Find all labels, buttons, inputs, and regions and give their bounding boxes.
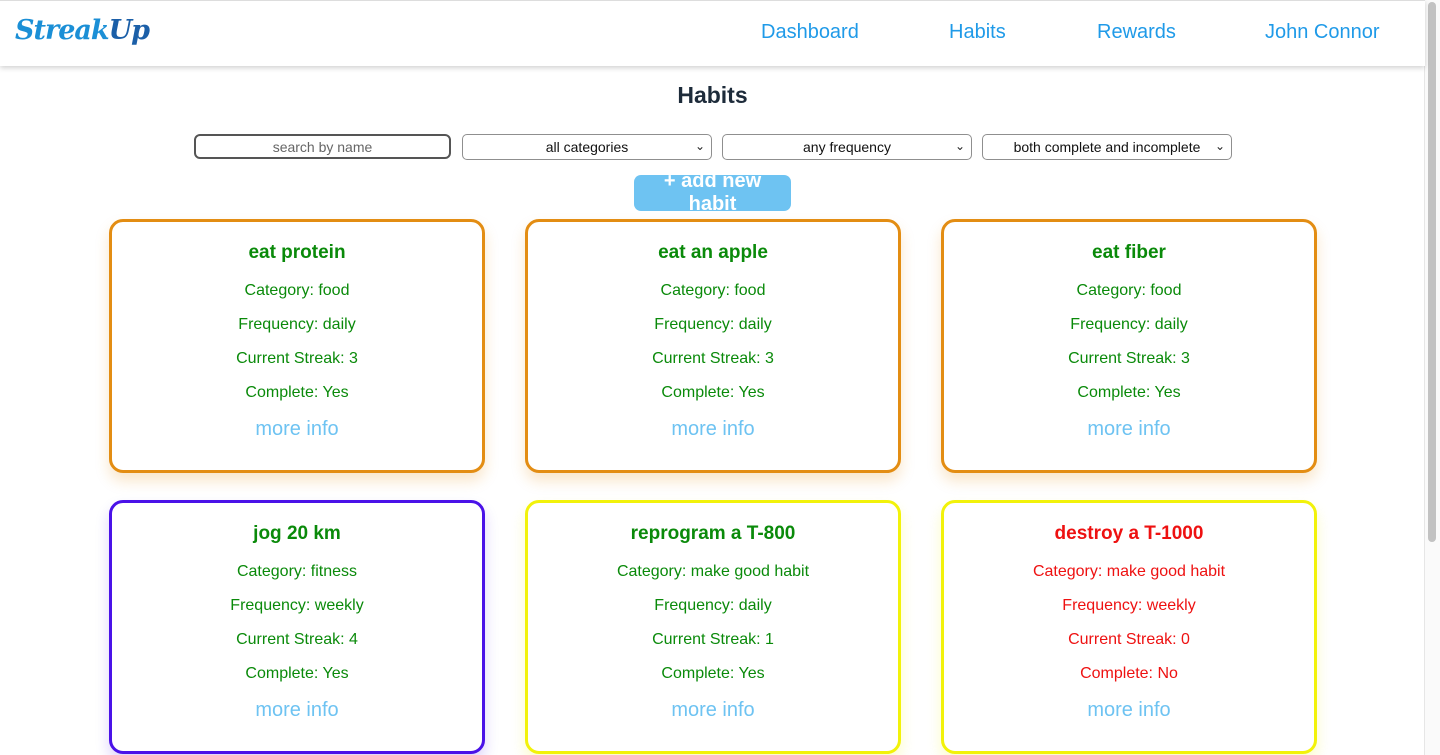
completion-status-select[interactable]: both complete and incomplete ⌄ (982, 134, 1232, 160)
frequency-select-value: any frequency (803, 139, 891, 155)
frequency-select[interactable]: any frequency ⌄ (722, 134, 972, 160)
habit-card: reprogram a T-800 Category: make good ha… (525, 500, 901, 754)
habit-streak: Current Streak: 0 (1068, 631, 1190, 648)
more-info-link[interactable]: more info (1087, 699, 1171, 721)
chevron-down-icon: ⌄ (694, 139, 705, 153)
habit-category: Category: food (244, 282, 350, 299)
add-new-habit-button[interactable]: + add new habit (634, 170, 791, 215)
habit-frequency: Frequency: weekly (1062, 597, 1196, 614)
filter-bar: all categories ⌄ any frequency ⌄ both co… (0, 134, 1425, 160)
habit-streak: Current Streak: 4 (236, 631, 358, 648)
habit-category: Category: make good habit (1032, 563, 1226, 580)
more-info-link[interactable]: more info (255, 699, 339, 721)
habit-streak: Current Streak: 1 (652, 631, 774, 648)
nav-link-rewards[interactable]: Rewards (1097, 21, 1176, 43)
habit-frequency: Frequency: daily (654, 316, 772, 333)
habit-complete-status: Complete: Yes (661, 384, 765, 401)
habit-category: Category: fitness (236, 563, 358, 580)
habit-name: eat fiber (1092, 242, 1166, 263)
page-title: Habits (677, 82, 748, 108)
habit-streak: Current Streak: 3 (652, 350, 774, 367)
habit-complete-status: Complete: Yes (1077, 384, 1181, 401)
habit-frequency: Frequency: daily (238, 316, 356, 333)
habit-frequency: Frequency: weekly (230, 597, 364, 614)
habit-frequency: Frequency: daily (654, 597, 772, 614)
completion-status-select-value: both complete and incomplete (1013, 139, 1201, 155)
habit-name: jog 20 km (253, 523, 341, 544)
habit-streak: Current Streak: 3 (236, 350, 358, 367)
scrollbar-thumb[interactable] (1428, 2, 1436, 542)
search-input[interactable] (194, 134, 451, 159)
chevron-down-icon: ⌄ (1214, 139, 1225, 153)
habit-card: eat an apple Category: food Frequency: d… (525, 219, 901, 473)
habit-complete-status: Complete: Yes (245, 384, 349, 401)
nav-link-dashboard[interactable]: Dashboard (761, 21, 859, 43)
habit-name: eat protein (248, 242, 346, 263)
habit-frequency: Frequency: daily (1070, 316, 1188, 333)
habit-card: eat protein Category: food Frequency: da… (109, 219, 485, 473)
habit-complete-status: Complete: Yes (245, 665, 349, 682)
category-select[interactable]: all categories ⌄ (462, 134, 712, 160)
habit-streak: Current Streak: 3 (1068, 350, 1190, 367)
chevron-down-icon: ⌄ (954, 139, 965, 153)
habit-category: Category: food (660, 282, 766, 299)
more-info-link[interactable]: more info (671, 699, 755, 721)
habit-complete-status: Complete: No (1080, 665, 1178, 682)
more-info-link[interactable]: more info (671, 418, 755, 440)
habit-category: Category: make good habit (616, 563, 810, 580)
nav-link-habits[interactable]: Habits (949, 21, 1006, 43)
habit-category: Category: food (1076, 282, 1182, 299)
nav-link-user-profile[interactable]: John Connor (1265, 21, 1380, 43)
habit-card: jog 20 km Category: fitness Frequency: w… (109, 500, 485, 754)
habit-name: eat an apple (658, 242, 768, 263)
page-scrollbar[interactable] (1424, 0, 1440, 755)
top-navbar: StreakUp Dashboard Habits Rewards John C… (0, 0, 1425, 66)
more-info-link[interactable]: more info (255, 418, 339, 440)
streakup-logo[interactable]: StreakUp (15, 15, 150, 46)
habit-complete-status: Complete: Yes (661, 665, 765, 682)
habit-name: destroy a T-1000 (1054, 523, 1204, 544)
habit-card: eat fiber Category: food Frequency: dail… (941, 219, 1317, 473)
habit-card: destroy a T-1000 Category: make good hab… (941, 500, 1317, 754)
category-select-value: all categories (545, 139, 629, 155)
habit-name: reprogram a T-800 (630, 523, 796, 544)
more-info-link[interactable]: more info (1087, 418, 1171, 440)
